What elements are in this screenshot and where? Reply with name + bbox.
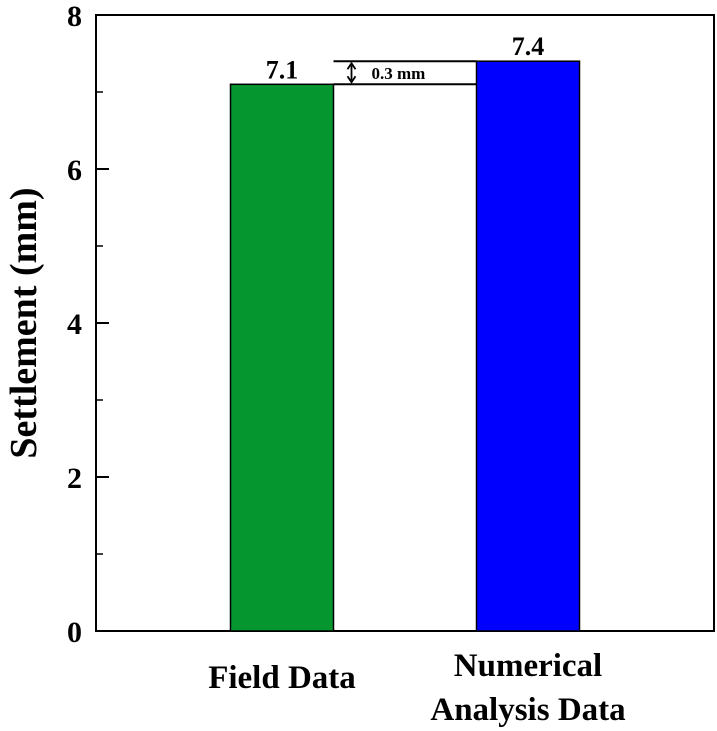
annotation-arrow-down-head <box>346 75 357 84</box>
annotation-label: 0.3 mm <box>372 64 426 83</box>
category-label-1-1: Analysis Data <box>430 692 625 728</box>
y-tick-label-1: 2 <box>67 462 82 495</box>
plot-frame <box>95 14 715 632</box>
annotation-arrow-up-head <box>346 61 357 70</box>
bars-layer <box>229 60 581 632</box>
y-tick-label-3: 6 <box>67 154 82 187</box>
y-tick-label-4: 8 <box>67 0 82 33</box>
data-label-0: 7.1 <box>266 55 299 84</box>
bar-0 <box>229 83 335 632</box>
plot-layer <box>95 14 715 632</box>
y-axis-title: Settlement (mm) <box>3 187 45 458</box>
axis-layer <box>96 14 109 632</box>
category-label-0-0: Field Data <box>208 660 356 696</box>
category-label-1-0: Numerical <box>454 648 602 684</box>
label-layer: 7.1 7.4 0 2 4 6 8 Settlement (mm) Field Data Nume… <box>3 0 626 728</box>
bar-1 <box>475 60 581 632</box>
y-tick-label-0: 0 <box>67 616 82 649</box>
annotation-layer: 0.3 mm <box>333 60 477 86</box>
y-tick-label-2: 4 <box>67 308 82 341</box>
data-label-1: 7.4 <box>512 32 545 61</box>
